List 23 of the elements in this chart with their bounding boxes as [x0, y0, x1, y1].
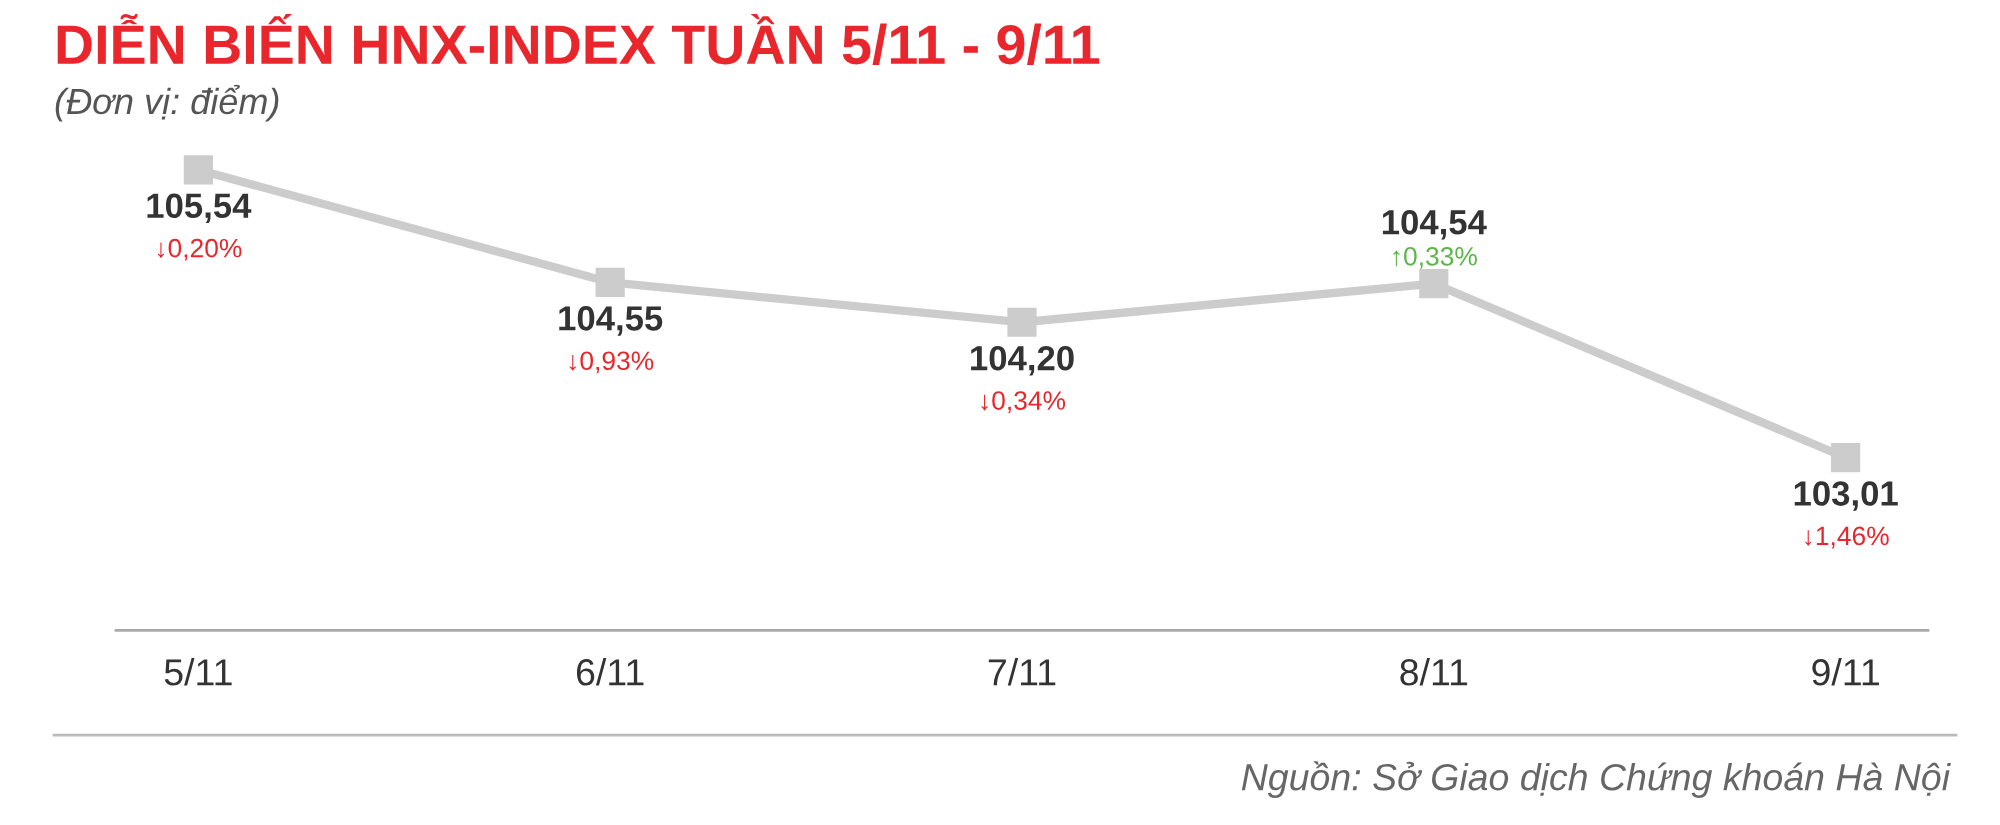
point [1831, 443, 1861, 473]
point [183, 155, 213, 185]
data-label: 104,54 [1382, 209, 1487, 240]
annotation: ↓0,20% [157, 238, 242, 261]
x-tick-label: 8/11 [1400, 658, 1468, 686]
text: Nguồn: Sở Giao dịch Chứng khoán Hà Nội [1241, 761, 1951, 798]
point [1007, 307, 1037, 337]
x-tick-label: 9/11 [1812, 658, 1879, 686]
x-tick-label: 5/11 [164, 658, 232, 686]
data-label: 105,54 [147, 193, 252, 224]
annotation: ↑0,33% [1393, 246, 1477, 269]
annotation: ↓0,34% [981, 391, 1066, 414]
chart-title: DIỄN BIẾN HNX-INDEX TUẦN 5/11 - 9/11 [57, 14, 1100, 65]
x-tick-label: 7/11 [988, 658, 1056, 686]
x-tick-label: 6/11 [576, 658, 644, 686]
annotation: ↓0,93% [569, 351, 654, 374]
point [595, 267, 625, 298]
annotation: ↓1,46% [1805, 526, 1889, 549]
chart-subtitle: (Đơn vị: điểm) [55, 84, 279, 122]
data-label: 104,20 [971, 345, 1074, 376]
data-label: 104,55 [559, 306, 663, 336]
point [1419, 269, 1449, 299]
data-label: 103,01 [1794, 481, 1898, 511]
